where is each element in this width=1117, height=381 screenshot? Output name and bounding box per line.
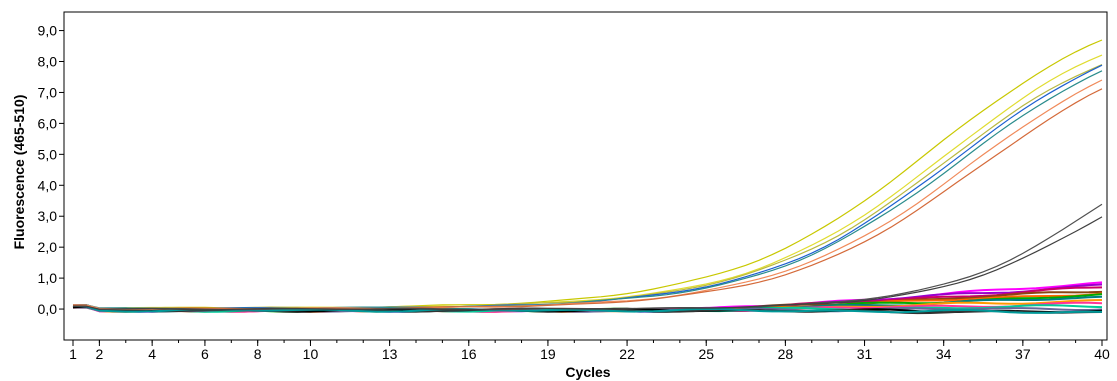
y-axis: 0,0 1,0 2,0 3,0 4,0 5,0 6,0 7,0 8,0 9,0 <box>38 23 64 317</box>
y-tick-label: 3,0 <box>38 208 58 224</box>
y-tick-label: 9,0 <box>38 23 58 39</box>
x-tick-label: 19 <box>540 346 556 362</box>
y-tick-label: 5,0 <box>38 146 58 162</box>
x-tick-label: 13 <box>382 346 398 362</box>
x-tick-label: 2 <box>95 346 103 362</box>
x-tick-label: 37 <box>1015 346 1031 362</box>
x-tick-label: 8 <box>254 346 262 362</box>
y-tick-label: 2,0 <box>38 239 58 255</box>
x-tick-label: 34 <box>936 346 952 362</box>
x-tick-label: 40 <box>1094 346 1110 362</box>
amplification-series-line <box>72 216 1103 311</box>
plot-frame <box>63 11 1108 341</box>
x-tick-label: 10 <box>303 346 319 362</box>
y-axis-title: Fluorescence (465-510) <box>11 95 27 250</box>
x-axis-title: Cycles <box>565 364 610 380</box>
y-tick-label: 4,0 <box>38 177 58 193</box>
y-tick-label: 0,0 <box>38 301 58 317</box>
x-tick-label: 25 <box>698 346 714 362</box>
y-tick-label: 1,0 <box>38 270 58 286</box>
y-tick-label: 6,0 <box>38 115 58 131</box>
x-tick-label: 6 <box>201 346 209 362</box>
x-tick-label: 31 <box>857 346 873 362</box>
x-axis: 1 2 4 6 8 10 13 16 19 22 25 28 31 34 37 40 <box>69 340 1110 362</box>
x-tick-label: 22 <box>619 346 635 362</box>
series-layer <box>72 39 1103 315</box>
x-tick-label: 1 <box>69 346 77 362</box>
x-tick-label: 28 <box>778 346 794 362</box>
y-tick-label: 7,0 <box>38 84 58 100</box>
y-tick-label: 8,0 <box>38 54 58 70</box>
x-tick-label: 4 <box>148 346 156 362</box>
x-tick-label: 16 <box>461 346 477 362</box>
